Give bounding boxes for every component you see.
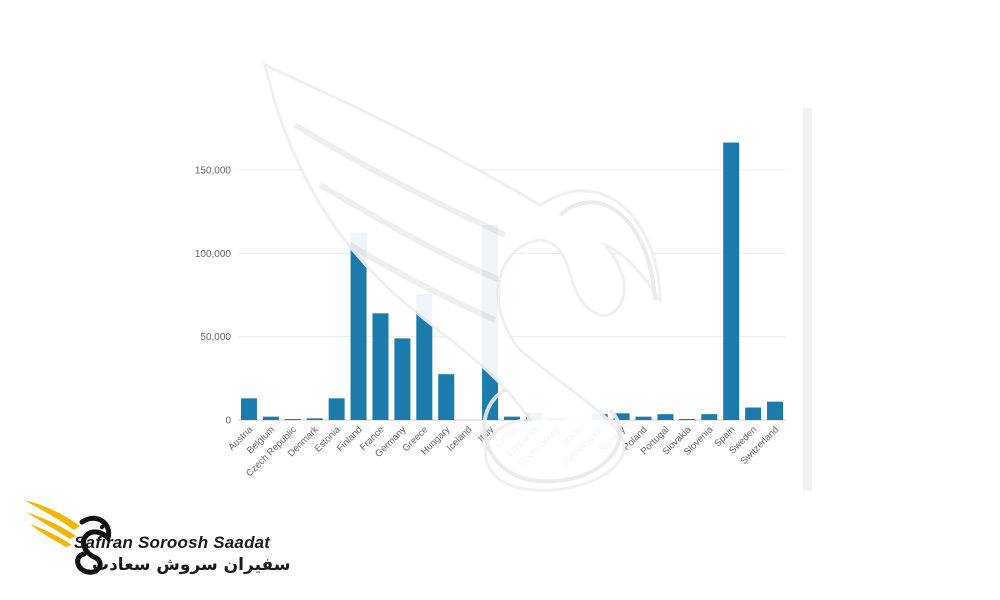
bar-poland: [635, 416, 652, 420]
bar-germany: [394, 338, 411, 420]
bar-spain: [723, 142, 740, 420]
bar-slovakia: [679, 419, 696, 420]
bar-estonia: [328, 398, 345, 420]
scrollbar-strip: [803, 108, 812, 491]
bar-slovenia: [701, 414, 718, 420]
y-tick-label: 50,000: [200, 332, 231, 343]
swan-watermark: [262, 62, 662, 492]
bar-greece: [416, 294, 433, 420]
y-tick-label: 150,000: [195, 166, 232, 177]
swan-wing-logo-icon: [24, 500, 112, 575]
bar-portugal: [657, 414, 674, 420]
bar-latvia: [504, 416, 520, 420]
x-tick-label: Iceland: [445, 424, 474, 453]
bar-belgium: [262, 416, 279, 420]
bar-hungary: [438, 374, 455, 420]
bar-sweden: [745, 407, 762, 420]
brand-name-fa: سفیران سروش سعادت: [92, 555, 291, 575]
bar-france: [372, 313, 389, 420]
y-tick-label: 0: [225, 416, 231, 427]
y-axis-ticks: 0 50,000 100,000 150,000: [195, 166, 232, 427]
y-tick-label: 100,000: [195, 249, 232, 260]
brand-name-en: Safiran Soroosh Saadat: [74, 533, 271, 552]
bar-switzerland: [767, 401, 784, 420]
bar-austria: [240, 398, 257, 420]
bar-denmark: [306, 418, 323, 420]
bar-czech-republic: [284, 419, 301, 420]
bar-finland: [350, 232, 367, 420]
bar-norway: [613, 413, 630, 420]
